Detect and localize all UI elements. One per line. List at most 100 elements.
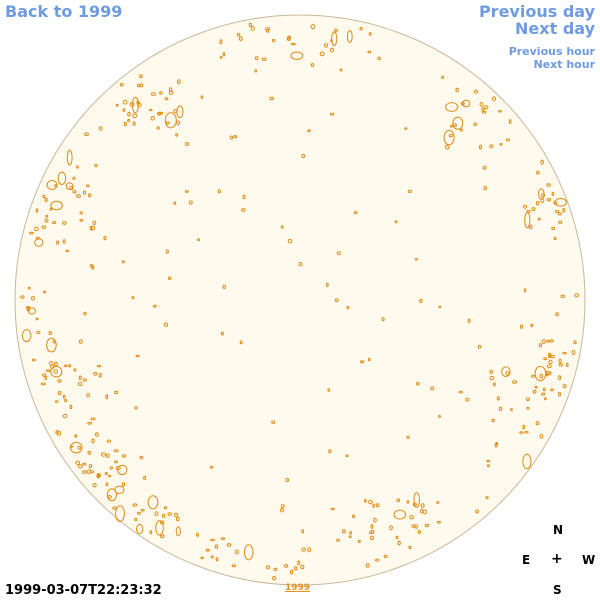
contour-mark (164, 97, 169, 101)
contour-mark (154, 511, 159, 517)
contour-mark (44, 218, 49, 223)
contour-mark (222, 284, 226, 289)
contour-mark (168, 90, 174, 95)
contour-mark (485, 496, 489, 500)
contour-mark (279, 507, 284, 513)
contour-mark (550, 388, 554, 392)
contour-mark (539, 434, 544, 439)
contour-mark (465, 397, 470, 402)
contour-mark (135, 354, 140, 358)
contour-mark (389, 525, 393, 531)
contour-mark (261, 57, 267, 61)
contour-mark (64, 399, 68, 403)
contour-mark (498, 406, 503, 411)
contour-mark (443, 129, 455, 146)
contour-mark (188, 200, 193, 205)
contour-mark (107, 495, 112, 499)
contour-mark (115, 103, 119, 107)
contour-mark (486, 459, 491, 463)
contour-mark (396, 498, 401, 503)
contour-mark (531, 207, 536, 212)
contour-mark (108, 474, 112, 478)
contour-mark (493, 382, 496, 387)
contour-mark (549, 339, 554, 343)
contour-mark (483, 186, 488, 191)
contour-mark (54, 400, 59, 403)
contour-mark (90, 417, 96, 421)
contour-mark (532, 389, 537, 394)
compass-west-label: W (582, 553, 596, 567)
contour-mark (395, 535, 399, 540)
contour-mark (28, 307, 36, 315)
contour-mark (489, 375, 495, 381)
contour-mark (74, 434, 78, 438)
contour-mark (450, 125, 453, 128)
contour-mark (352, 514, 355, 519)
contour-mark (272, 576, 277, 581)
contour-mark (535, 421, 540, 426)
contour-mark (31, 295, 35, 301)
contour-mark (75, 460, 81, 465)
contour-mark (233, 135, 238, 139)
contour-mark (84, 132, 89, 136)
contour-mark (489, 144, 494, 149)
contour-mark (323, 43, 329, 48)
contour-mark (139, 455, 144, 460)
contour-mark (76, 165, 79, 169)
contour-mark (357, 539, 361, 544)
contour-mark (543, 357, 548, 361)
contour-mark (353, 211, 358, 215)
contour-mark (250, 26, 255, 31)
contour-mark (92, 220, 97, 226)
contour-mark (165, 121, 170, 125)
previous-hour-link[interactable]: Previous hour (508, 45, 595, 58)
contour-mark (196, 532, 199, 537)
contour-mark (445, 102, 459, 112)
contour-mark (78, 375, 82, 380)
contour-mark (219, 55, 223, 59)
next-day-link[interactable]: Next day (515, 19, 595, 38)
contour-mark (65, 182, 74, 191)
contour-mark (56, 240, 60, 245)
contour-mark (185, 142, 190, 146)
contour-mark (92, 483, 97, 488)
contour-mark (307, 547, 312, 553)
contour-mark (163, 322, 169, 327)
contour-mark (348, 535, 352, 539)
contour-mark (560, 294, 566, 298)
previous-day-link[interactable]: Previous day (478, 2, 595, 21)
contour-mark (164, 112, 177, 129)
contour-mark (149, 108, 153, 112)
contour-mark (239, 340, 243, 345)
contour-mark (70, 441, 83, 454)
contour-mark (176, 120, 181, 126)
contour-mark (271, 39, 276, 43)
contour-mark (495, 442, 499, 446)
contour-mark (522, 424, 526, 430)
contour-mark (505, 138, 510, 142)
contour-mark (523, 204, 528, 209)
contour-mark (377, 56, 381, 61)
contour-mark (175, 133, 179, 137)
contour-mark (45, 369, 51, 373)
contour-mark (414, 258, 418, 261)
back-to-year-link[interactable]: Back to 1999 (5, 2, 123, 21)
contour-mark (96, 473, 101, 478)
contour-mark (197, 238, 200, 242)
contour-mark (50, 365, 63, 378)
year-link[interactable]: 1999 (285, 583, 311, 593)
contour-mark (571, 350, 576, 355)
contour-mark (65, 249, 70, 253)
contour-mark (209, 465, 214, 469)
contour-mark (160, 534, 165, 539)
contour-mark (63, 364, 68, 368)
contour-mark (35, 317, 39, 321)
contour-mark (57, 391, 62, 396)
next-hour-link[interactable]: Next hour (533, 58, 596, 71)
contour-mark (284, 564, 289, 568)
contour-mark (98, 126, 103, 131)
contour-mark (77, 464, 83, 469)
contour-mark (538, 188, 545, 200)
contour-mark (139, 74, 143, 79)
contour-mark (62, 221, 67, 225)
